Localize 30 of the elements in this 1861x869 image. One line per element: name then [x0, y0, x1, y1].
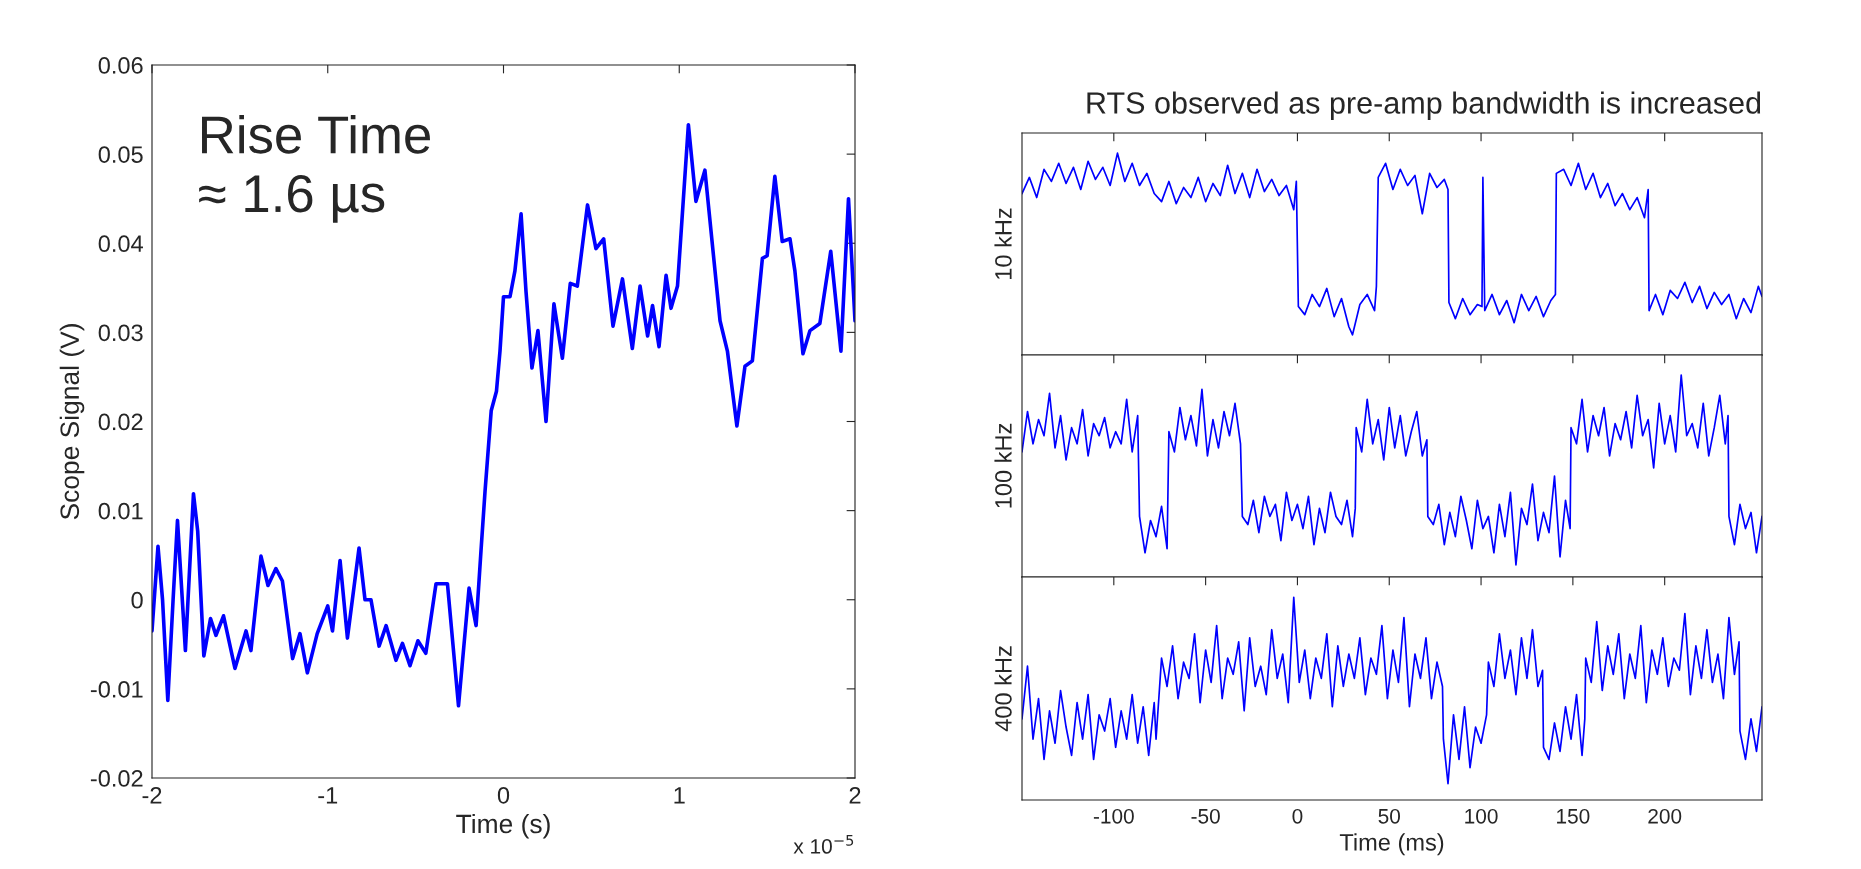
annotation: Rise Time ≈ 1.6 µs	[199, 114, 430, 223]
y-tick-label: 0.04	[98, 235, 143, 253]
x-tick-label: -2	[142, 786, 162, 804]
y-tick-label: -0.02	[90, 770, 143, 787]
x-tick-label: 0	[497, 786, 510, 804]
x-tick-label: 1	[674, 787, 685, 804]
x-tick-label: 200	[1648, 808, 1682, 824]
y-tick-label: 0.05	[98, 146, 143, 163]
x-tick-label: 2	[849, 786, 861, 804]
x-tick-label: -50	[1191, 808, 1220, 824]
y-tick-label: -0.01	[90, 680, 143, 698]
y-axis-title: 400 kHz	[994, 646, 1012, 732]
y-tick-label: 0.02	[98, 413, 143, 431]
x-tick-label: 50	[1378, 808, 1401, 824]
x-tick-label: -100	[1093, 808, 1134, 824]
y-tick-label: 0.03	[98, 324, 143, 342]
y-tick-label: 0.06	[98, 57, 143, 74]
x-tick-label: 100	[1465, 808, 1498, 824]
x-axis-title: Time (ms)	[1339, 833, 1444, 856]
text: x 10$^{−5}$	[793, 834, 854, 854]
chart-title: RTS observed as pre-amp bandwidth is increased	[1087, 91, 1761, 120]
x-axis-title: Time (s)	[456, 813, 550, 839]
y-axis-title: 10 kHz	[994, 208, 1012, 279]
x-tick-label: 150	[1557, 808, 1590, 824]
y-axis-title: 100 kHz	[994, 423, 1012, 508]
y-tick-label: 0	[131, 591, 143, 609]
x-tick-label: 0	[1292, 808, 1303, 824]
x-tick-label: -1	[318, 787, 338, 804]
y-axis-title: Scope Signal (V)	[59, 324, 85, 520]
y-tick-label: 0.01	[98, 502, 143, 520]
